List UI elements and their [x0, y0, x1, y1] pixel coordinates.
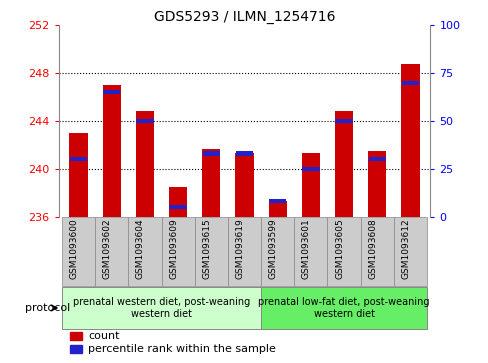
- Bar: [102, 85, 121, 217]
- Bar: [235, 151, 253, 156]
- Bar: [327, 217, 360, 286]
- Bar: [169, 205, 186, 209]
- Bar: [393, 217, 426, 286]
- Text: GSM1093612: GSM1093612: [401, 219, 409, 280]
- Bar: [62, 217, 95, 286]
- Text: GSM1093605: GSM1093605: [334, 219, 344, 280]
- Text: GSM1093600: GSM1093600: [69, 219, 79, 280]
- Bar: [302, 167, 319, 171]
- Bar: [261, 217, 294, 286]
- Bar: [227, 217, 261, 286]
- Bar: [62, 287, 261, 329]
- Bar: [161, 217, 194, 286]
- Bar: [70, 345, 81, 353]
- Bar: [128, 217, 161, 286]
- Bar: [194, 217, 227, 286]
- Text: protocol: protocol: [25, 303, 71, 313]
- Text: GSM1093608: GSM1093608: [367, 219, 376, 280]
- Bar: [70, 157, 87, 162]
- Text: percentile rank within the sample: percentile rank within the sample: [88, 344, 276, 354]
- Bar: [235, 153, 253, 217]
- Bar: [335, 119, 352, 123]
- Text: GSM1093615: GSM1093615: [202, 219, 211, 280]
- Bar: [401, 81, 418, 85]
- Bar: [294, 217, 327, 286]
- Bar: [95, 217, 128, 286]
- Bar: [169, 187, 187, 217]
- Text: prenatal western diet, post-weaning
western diet: prenatal western diet, post-weaning west…: [73, 297, 250, 319]
- Bar: [268, 199, 286, 203]
- Text: GSM1093601: GSM1093601: [301, 219, 310, 280]
- Text: GSM1093602: GSM1093602: [102, 219, 112, 280]
- Bar: [136, 119, 153, 123]
- Text: GSM1093604: GSM1093604: [136, 219, 144, 280]
- Bar: [261, 287, 426, 329]
- Bar: [69, 133, 87, 217]
- Bar: [70, 332, 81, 340]
- Bar: [334, 111, 352, 217]
- Bar: [368, 157, 385, 162]
- Bar: [103, 90, 120, 94]
- Bar: [268, 201, 286, 217]
- Bar: [202, 151, 220, 156]
- Bar: [360, 217, 393, 286]
- Bar: [202, 148, 220, 217]
- Text: GSM1093609: GSM1093609: [169, 219, 178, 280]
- Bar: [367, 151, 386, 217]
- Text: count: count: [88, 331, 120, 340]
- Bar: [301, 153, 319, 217]
- Title: GDS5293 / ILMN_1254716: GDS5293 / ILMN_1254716: [153, 11, 335, 24]
- Bar: [136, 111, 154, 217]
- Bar: [401, 64, 419, 217]
- Text: prenatal low-fat diet, post-weaning
western diet: prenatal low-fat diet, post-weaning west…: [258, 297, 429, 319]
- Text: GSM1093599: GSM1093599: [268, 219, 277, 280]
- Text: GSM1093619: GSM1093619: [235, 219, 244, 280]
